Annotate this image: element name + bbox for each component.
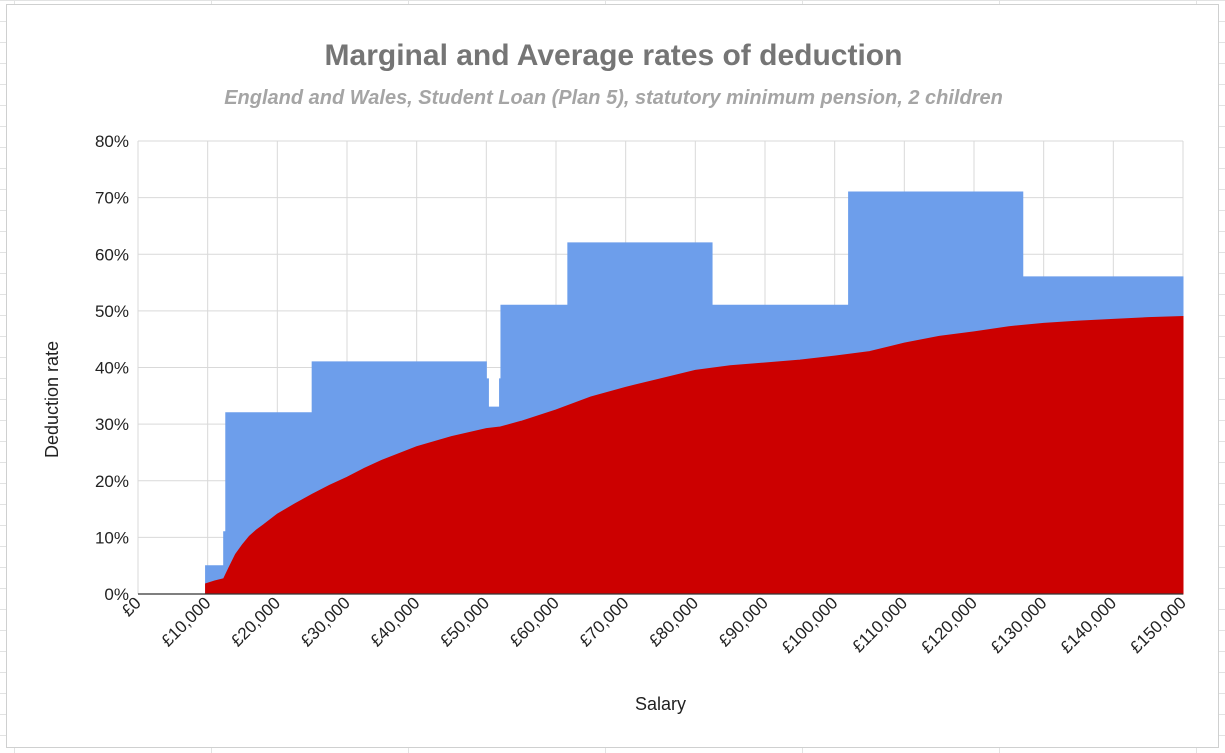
y-tick-label: 60% [95,245,129,264]
y-axis-label: Deduction rate [42,341,62,458]
x-tick-label: £90,000 [715,593,772,650]
x-axis-label: Salary [635,694,686,714]
y-tick-label: 20% [95,472,129,491]
x-tick-label: £70,000 [576,593,633,650]
x-tick-label: £140,000 [1057,593,1121,657]
y-tick-label: 10% [95,528,129,547]
x-tick-label: £40,000 [367,593,424,650]
x-tick-label: £20,000 [227,593,284,650]
x-tick-label: £130,000 [987,593,1051,657]
x-tick-label: £10,000 [158,593,215,650]
x-tick-label: £150,000 [1126,593,1190,657]
y-tick-label: 70% [95,189,129,208]
series-average-rate-area [138,316,1184,595]
chart-subtitle: England and Wales, Student Loan (Plan 5)… [224,87,1003,109]
chart-title: Marginal and Average rates of deduction [324,39,903,72]
y-tick-label: 0% [104,585,129,604]
y-tick-label: 40% [95,359,129,378]
y-tick-label: 50% [95,302,129,321]
x-tick-label: £60,000 [506,593,563,650]
x-tick-label: £100,000 [778,593,842,657]
x-tick-label: £120,000 [917,593,981,657]
x-tick-label: £110,000 [848,593,911,656]
x-tick-label: £80,000 [645,593,702,650]
x-tick-label: £50,000 [436,593,493,650]
y-tick-label: 30% [95,415,129,434]
x-tick-label: £30,000 [297,593,354,650]
y-tick-label: 80% [95,132,129,151]
